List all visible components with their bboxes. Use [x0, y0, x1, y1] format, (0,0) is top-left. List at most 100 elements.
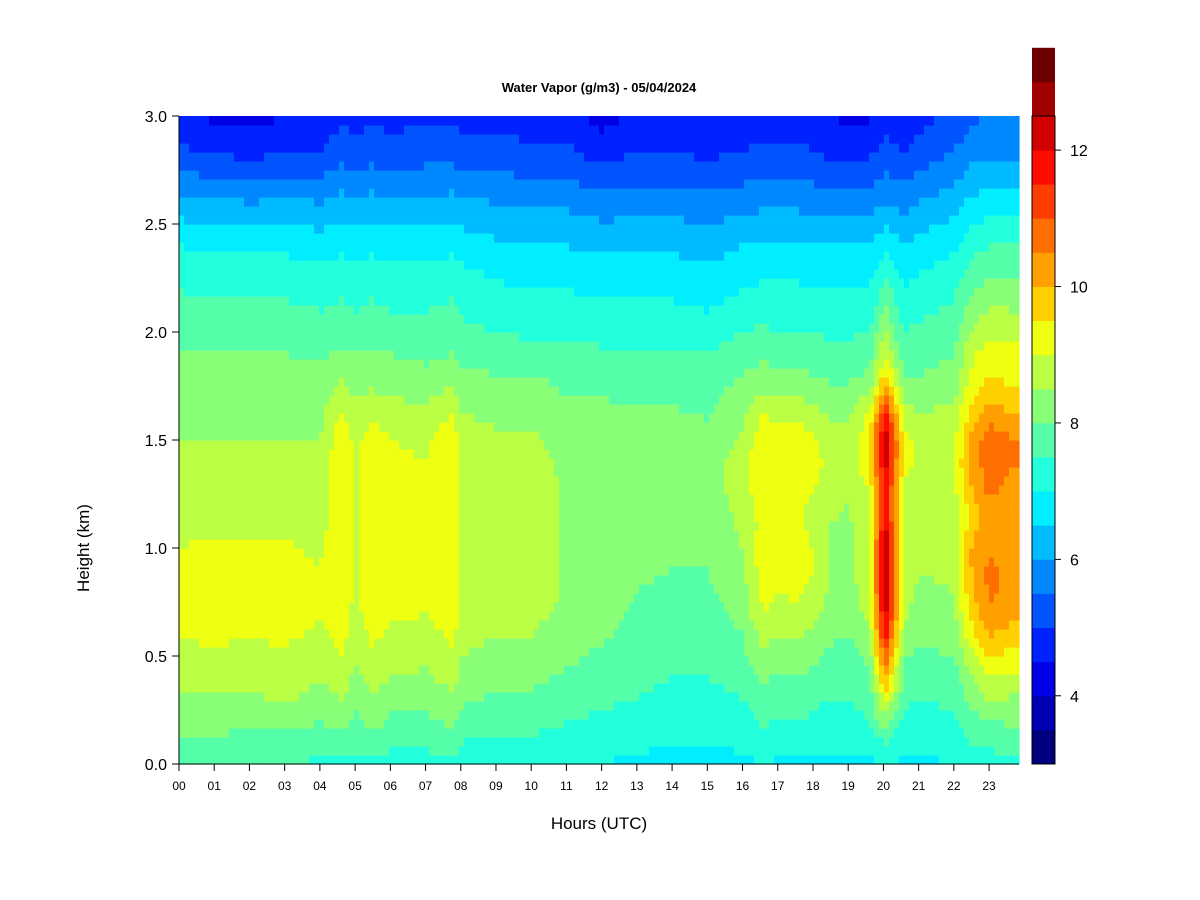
heatmap-cell [274, 377, 280, 387]
heatmap-cell [179, 341, 185, 351]
heatmap-cell [349, 350, 355, 360]
heatmap-cell [399, 728, 405, 738]
heatmap-cell [449, 395, 455, 405]
heatmap-cell [399, 629, 405, 639]
heatmap-cell [449, 719, 455, 729]
heatmap-cell [334, 152, 340, 162]
heatmap-cell [239, 593, 245, 603]
heatmap-cell [279, 422, 285, 432]
heatmap-cell [194, 665, 200, 675]
heatmap-cell [454, 143, 460, 153]
heatmap-cell [369, 656, 375, 666]
heatmap-cell [374, 233, 380, 243]
heatmap-cell [289, 134, 295, 144]
heatmap-cell [394, 494, 400, 504]
heatmap-cell [399, 710, 405, 720]
heatmap-cell [219, 746, 225, 756]
heatmap-cell [249, 278, 255, 288]
heatmap-cell [389, 710, 395, 720]
heatmap-cell [304, 350, 310, 360]
heatmap-cell [224, 152, 230, 162]
heatmap-cell [309, 152, 315, 162]
heatmap-cell [479, 755, 485, 765]
heatmap-cell [254, 269, 260, 279]
heatmap-cell [269, 206, 275, 216]
heatmap-cell [354, 737, 360, 747]
heatmap-cell [209, 422, 215, 432]
heatmap-cell [229, 278, 235, 288]
heatmap-cell [214, 665, 220, 675]
heatmap-cell [294, 269, 300, 279]
heatmap-cell [329, 224, 335, 234]
heatmap-cell [304, 530, 310, 540]
heatmap-cell [234, 395, 240, 405]
heatmap-cell [179, 134, 185, 144]
heatmap-cell [349, 260, 355, 270]
heatmap-cell [209, 593, 215, 603]
heatmap-cell [434, 206, 440, 216]
heatmap-cell [449, 179, 455, 189]
heatmap-cell [364, 593, 370, 603]
heatmap-cell [329, 674, 335, 684]
heatmap-cell [419, 368, 425, 378]
heatmap-cell [289, 332, 295, 342]
heatmap-cell [439, 323, 445, 333]
heatmap-cell [419, 656, 425, 666]
heatmap-cell [249, 548, 255, 558]
heatmap-cell [509, 242, 515, 252]
heatmap-cell [494, 494, 500, 504]
heatmap-cell [379, 719, 385, 729]
heatmap-cell [209, 116, 215, 126]
heatmap-cell [504, 494, 510, 504]
heatmap-cell [409, 152, 415, 162]
heatmap-cell [454, 458, 460, 468]
heatmap-cell [329, 197, 335, 207]
heatmap-cell [314, 692, 320, 702]
heatmap-cell [189, 386, 195, 396]
heatmap-cell [254, 197, 260, 207]
heatmap-cell [414, 368, 420, 378]
heatmap-cell [414, 737, 420, 747]
heatmap-cell [254, 512, 260, 522]
heatmap-cell [504, 251, 510, 261]
heatmap-cell [389, 701, 395, 711]
heatmap-cell [254, 584, 260, 594]
heatmap-cell [339, 629, 345, 639]
heatmap-cell [304, 512, 310, 522]
heatmap-cell [209, 395, 215, 405]
heatmap-cell [214, 215, 220, 225]
heatmap-cell [339, 323, 345, 333]
heatmap-cell [459, 683, 465, 693]
heatmap-cell [224, 125, 230, 135]
heatmap-cell [244, 647, 250, 657]
heatmap-cell [319, 539, 325, 549]
heatmap-cell [334, 440, 340, 450]
heatmap-cell [224, 611, 230, 621]
heatmap-cell [499, 206, 505, 216]
heatmap-cell [449, 647, 455, 657]
heatmap-cell [414, 413, 420, 423]
heatmap-cell [254, 530, 260, 540]
heatmap-cell [484, 539, 490, 549]
heatmap-cell [474, 728, 480, 738]
heatmap-cell [509, 269, 515, 279]
heatmap-cell [474, 233, 480, 243]
heatmap-cell [224, 593, 230, 603]
heatmap-cell [434, 674, 440, 684]
heatmap-cell [344, 404, 350, 414]
heatmap-cell [419, 476, 425, 486]
heatmap-cell [254, 629, 260, 639]
heatmap-cell [474, 449, 480, 459]
heatmap-cell [239, 188, 245, 198]
heatmap-cell [434, 557, 440, 567]
heatmap-cell [419, 242, 425, 252]
heatmap-cell [244, 125, 250, 135]
heatmap-cell [339, 665, 345, 675]
heatmap-cell [214, 260, 220, 270]
heatmap-cell [384, 152, 390, 162]
heatmap-cell [404, 530, 410, 540]
heatmap-cell [454, 548, 460, 558]
heatmap-cell [259, 341, 265, 351]
heatmap-cell [434, 665, 440, 675]
heatmap-cell [269, 737, 275, 747]
